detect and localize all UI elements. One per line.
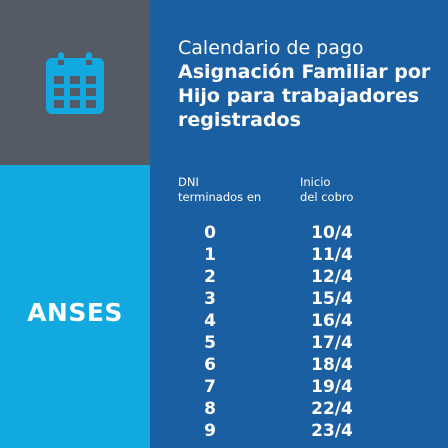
payment-date: 17/4 [311,333,353,353]
table-row: 0 10/4 [150,222,448,244]
payment-date: 18/4 [311,355,353,375]
table-row: 4 16/4 [150,310,448,332]
table-row: 8 22/4 [150,398,448,420]
dni-digit: 2 [204,267,216,287]
table-row: 1 11/4 [150,244,448,266]
payment-date: 19/4 [311,377,353,397]
payment-date: 15/4 [311,289,353,309]
title-line-1: Calendario de pago [178,37,364,59]
table-row: 7 19/4 [150,376,448,398]
dni-header-line-1: DNI [178,175,199,189]
dni-digit: 1 [204,245,216,265]
payment-date: 11/4 [311,245,353,265]
dni-header-line-2: terminados en [178,190,262,204]
dni-column-header: DNI terminados en [178,175,261,205]
page-title: Calendario de pago Asignación Familiar p… [178,36,440,132]
payment-date: 16/4 [311,311,353,331]
dni-digit: 6 [204,355,216,375]
dni-digit: 8 [204,399,216,419]
icon-panel [0,0,150,165]
payment-date: 10/4 [311,223,353,243]
dni-digit: 0 [204,223,216,243]
title-line-2: Asignación Familiar por [178,61,431,83]
dni-digit: 3 [204,289,216,309]
dni-digit: 5 [204,333,216,353]
schedule-panel: Calendario de pago Asignación Familiar p… [150,0,448,448]
title-line-4: registrados [178,109,301,131]
schedule-table: 0 10/4 1 11/4 2 12/4 3 15/4 4 16/4 5 17/… [150,222,448,442]
inicio-column-header: Inicio del cobro [300,175,353,205]
dni-digit: 7 [204,377,216,397]
table-row: 9 23/4 [150,420,448,442]
table-row: 2 12/4 [150,266,448,288]
dni-digit: 9 [204,421,216,441]
payment-date: 23/4 [311,421,353,441]
inicio-header-line-1: Inicio [300,175,331,189]
brand-panel: ANSES [0,165,150,448]
table-row: 5 17/4 [150,332,448,354]
dni-digit: 4 [204,311,216,331]
title-line-3: Hijo para trabajadores [178,85,420,107]
payment-date: 12/4 [311,267,353,287]
inicio-header-line-2: del cobro [300,190,354,204]
calendar-icon [46,51,104,114]
payment-date: 22/4 [311,399,353,419]
table-row: 6 18/4 [150,354,448,376]
table-row: 3 15/4 [150,288,448,310]
anses-logo: ANSES [27,298,123,327]
